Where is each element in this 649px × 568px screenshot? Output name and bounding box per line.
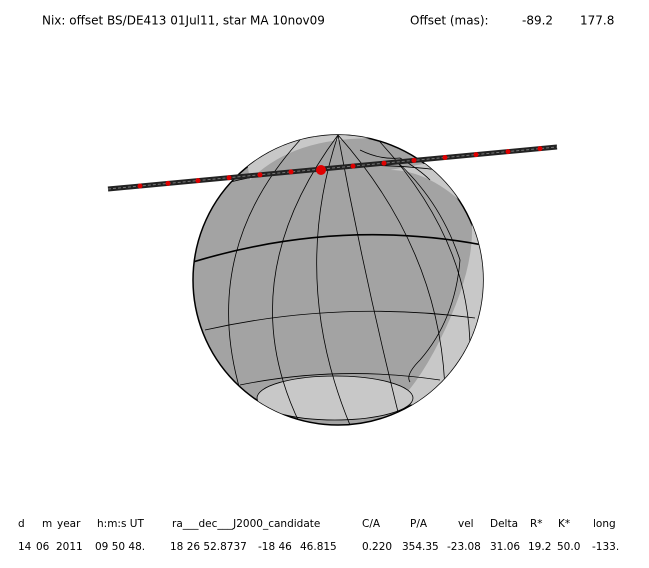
column-header: vel — [458, 518, 474, 530]
cell: -23.08 — [447, 541, 481, 553]
cell: 50.0 — [557, 541, 580, 553]
globe — [192, 134, 484, 426]
data-table: d m year h:m:s UT ra___dec___J2000_candi… — [18, 518, 619, 553]
cell: 46.815 — [300, 541, 337, 553]
column-header: ra___dec___J2000_candidate — [172, 518, 320, 530]
track-center — [107, 146, 558, 190]
column-header: h:m:s UT — [97, 518, 144, 530]
offset-label: Offset (mas): — [410, 14, 489, 28]
cell: 18 26 52.8737 — [170, 541, 247, 553]
cell: -133. — [592, 541, 619, 553]
title: Nix: offset BS/DE413 01Jul11, star MA 10… — [42, 14, 325, 28]
cell: 31.06 — [490, 541, 520, 553]
cell: 19.2 — [528, 541, 551, 553]
offset-value: -89.2 — [522, 14, 553, 28]
offset-value: 177.8 — [580, 14, 614, 28]
column-header: year — [57, 518, 81, 530]
cell: 0.220 — [362, 541, 392, 553]
cell: 09 50 48. — [95, 541, 145, 553]
cell: 06 — [36, 541, 50, 553]
column-header: m — [42, 518, 52, 530]
cell: 14 — [18, 541, 32, 553]
column-header: Delta — [490, 518, 518, 530]
closest-approach — [316, 165, 326, 175]
cell: -18 46 — [258, 541, 292, 553]
column-header: R* — [530, 518, 543, 530]
track-dots — [137, 146, 543, 189]
column-header: K* — [558, 518, 570, 530]
column-header: P/A — [410, 518, 428, 530]
cell: 354.35 — [402, 541, 439, 553]
cell: 2011 — [56, 541, 83, 553]
column-header: C/A — [362, 518, 381, 530]
column-header: long — [593, 518, 616, 530]
shadow-track — [107, 144, 558, 192]
column-header: d — [18, 518, 25, 530]
